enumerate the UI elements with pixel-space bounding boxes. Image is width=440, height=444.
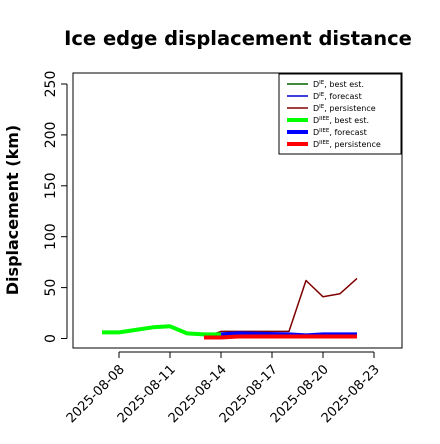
y-tick-label: 200	[43, 122, 59, 149]
legend-label: DIE, best est.	[313, 80, 364, 89]
y-tick-label: 250	[43, 71, 59, 98]
y-tick-label: 50	[43, 279, 59, 297]
y-tick-label: 150	[43, 172, 59, 199]
legend-label: DIE, forecast	[313, 92, 362, 101]
y-axis: 0 50 100 150 200 250	[43, 71, 68, 343]
legend-label: DIIEE, forecast	[313, 128, 367, 137]
x-axis: 2025-08-082025-08-112025-08-142025-08-17…	[64, 351, 383, 426]
series-lines	[102, 277, 358, 340]
series-line	[102, 324, 221, 337]
y-axis-label: Displacement (km)	[3, 125, 22, 295]
legend-box	[278, 73, 402, 155]
legend-label: DIIEE, persistence	[313, 140, 381, 149]
plot-frame	[72, 72, 403, 349]
legend-label: DIE, persistence	[313, 104, 376, 113]
y-tick-label: 0	[43, 334, 59, 343]
legend-label: DIIEE, best est.	[313, 116, 369, 125]
y-tick-label: 100	[43, 223, 59, 250]
series-line	[204, 334, 357, 340]
legend: DIE, best est. DIE, forecast DIE, persiste…	[278, 73, 402, 155]
chart-title: Ice edge displacement distance	[64, 27, 412, 50]
series-line	[203, 277, 358, 339]
